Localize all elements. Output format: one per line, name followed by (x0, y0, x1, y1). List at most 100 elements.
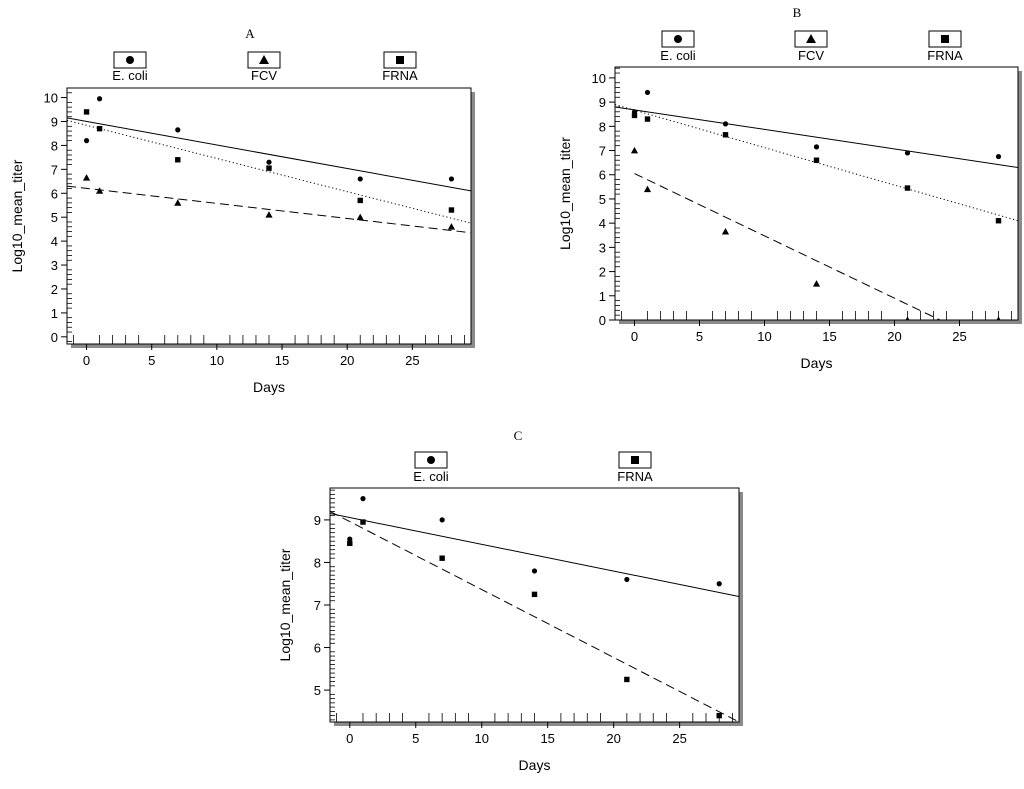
data-point-triangle (82, 174, 91, 181)
data-point-square (531, 591, 538, 598)
minor-ticks (330, 489, 733, 722)
data-point-circle (904, 150, 911, 156)
legend-marker-square (396, 56, 404, 64)
fit-line-circle (615, 106, 1018, 168)
y-tick-label: 1 (599, 289, 606, 304)
chart-panel-b: B 0 5 10 15 20 25 0 1 2 3 4 5 6 7 8 9 10 Days Log10_mean_ti… (557, 5, 1022, 371)
y-tick-label: 9 (599, 95, 606, 110)
data-point-square (360, 519, 366, 525)
x-tick-label: 0 (83, 353, 90, 368)
x-tick-label: 10 (474, 731, 488, 746)
y-tick-label: 6 (599, 168, 606, 183)
x-tick-label: 20 (340, 353, 354, 368)
legend-marker-square (941, 35, 949, 43)
y-tick-label: 3 (599, 240, 606, 255)
data-point-circle (96, 96, 103, 102)
y-tick-label: 9 (314, 513, 321, 528)
panel-label: B (793, 5, 802, 20)
data-point-circle (439, 517, 445, 523)
legend-marker-circle (427, 456, 435, 464)
y-tick-label: 7 (314, 598, 321, 613)
data-point-square (83, 109, 90, 115)
x-axis-label: Days (801, 355, 833, 371)
legend-marker-triangle (806, 34, 816, 43)
fit-line-circle (67, 117, 471, 192)
x-tick-label: 25 (952, 329, 966, 344)
data-point-square (624, 676, 630, 683)
data-point-circle (624, 576, 630, 583)
x-tick-label: 25 (672, 731, 686, 746)
y-tick-label: 0 (51, 330, 58, 345)
y-tick-label: 4 (599, 216, 606, 231)
data-point-square (96, 125, 103, 132)
panel-label: C (514, 428, 523, 443)
data-point-triangle (174, 199, 182, 206)
data-point-square (631, 112, 638, 119)
data-point-circle (716, 581, 722, 587)
data-point-circle (531, 568, 538, 574)
data-point-circle (448, 176, 455, 182)
legend: E. coli FRNA (413, 451, 653, 484)
legend-label: FRNA (617, 469, 653, 484)
data-point-square (904, 185, 911, 191)
y-axis: 0 1 2 3 4 5 6 7 8 9 10 (44, 91, 67, 345)
data-point-circle (644, 89, 651, 96)
fit-line-circle (330, 513, 739, 597)
y-axis-label: Log10_mean_titer (277, 548, 293, 661)
plot-area (330, 496, 739, 722)
y-axis-label: Log10_mean_titer (557, 137, 573, 250)
legend: E. coli FCV FRNA (112, 51, 418, 83)
legend-marker-triangle (259, 55, 269, 64)
x-tick-label: 15 (540, 731, 554, 746)
x-axis-label: Days (519, 757, 551, 773)
y-tick-label: 6 (314, 641, 321, 656)
x-tick-label: 15 (822, 329, 836, 344)
legend-marker-square (631, 456, 639, 464)
data-point-triangle (905, 316, 910, 320)
y-tick-label: 3 (51, 258, 58, 273)
x-axis: 0 5 10 15 20 25 (83, 344, 420, 368)
y-tick-label: 5 (314, 683, 321, 698)
legend-label: FCV (251, 68, 277, 83)
x-tick-label: 5 (412, 731, 419, 746)
x-axis-label: Days (253, 379, 285, 395)
data-point-triangle (356, 213, 364, 221)
panel-label: A (245, 26, 255, 41)
data-point-square (722, 132, 729, 138)
data-point-square (439, 555, 445, 561)
data-point-triangle (265, 211, 273, 218)
plot-area (67, 96, 471, 234)
chart-panel-c: C 0 5 10 15 20 25 5 6 7 8 9 Days Log10_mean_titer E. c… (277, 428, 743, 773)
y-tick-label: 10 (44, 91, 58, 106)
y-tick-label: 0 (599, 313, 606, 328)
x-axis: 0 5 10 15 20 25 (346, 722, 687, 746)
data-point-square (644, 116, 651, 122)
data-point-triangle (447, 223, 456, 230)
data-point-circle (360, 496, 366, 502)
data-point-triangle (95, 187, 104, 194)
x-tick-label: 15 (275, 353, 289, 368)
legend-marker-circle (126, 56, 134, 64)
y-tick-label: 5 (599, 192, 606, 207)
y-axis-label: Log10_mean_titer (9, 159, 25, 272)
y-axis: 5 6 7 8 9 (314, 513, 330, 698)
x-tick-label: 20 (606, 731, 620, 746)
data-point-circle (175, 127, 181, 133)
data-point-triangle (643, 185, 652, 193)
minor-ticks (67, 87, 465, 344)
x-tick-label: 0 (631, 329, 638, 344)
y-tick-label: 10 (592, 71, 606, 86)
y-tick-label: 1 (51, 306, 58, 321)
data-point-circle (357, 176, 363, 182)
chart-panel-a: A 0 5 10 15 20 25 0 1 2 3 4 5 6 7 8 9 10 Days Log10_mean_ti… (9, 26, 475, 395)
data-point-square (995, 218, 1002, 224)
fit-line-triangle (634, 173, 941, 320)
data-point-triangle (721, 228, 730, 235)
y-tick-label: 8 (314, 555, 321, 570)
data-point-circle (347, 536, 353, 542)
data-point-circle (722, 121, 729, 127)
legend: E. coli FCV FRNA (660, 30, 963, 63)
data-point-circle (266, 159, 272, 165)
x-tick-label: 10 (210, 353, 224, 368)
legend-label: FRNA (382, 68, 418, 83)
